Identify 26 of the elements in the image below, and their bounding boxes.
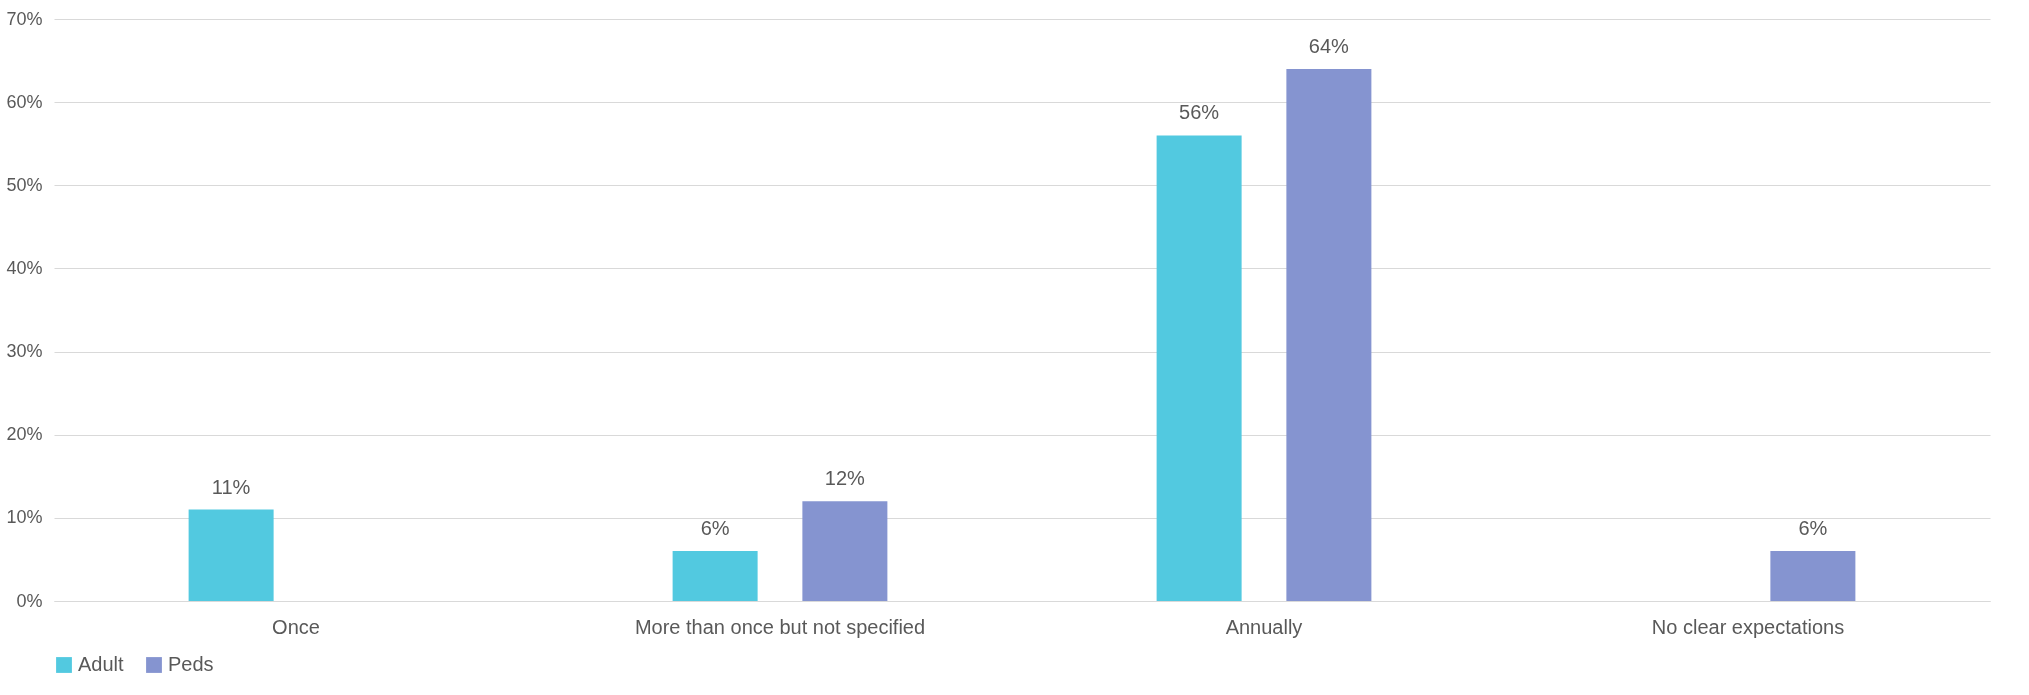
data-label: 11%	[211, 475, 251, 498]
data-label: 12%	[824, 467, 866, 490]
bar	[802, 501, 888, 601]
bar	[1286, 68, 1372, 601]
y-tick-label: 50%	[6, 174, 43, 195]
y-tick-label: 0%	[16, 590, 43, 611]
data-label: 64%	[1308, 34, 1350, 57]
data-label: 6%	[1798, 517, 1828, 540]
y-tick-label: 70%	[6, 8, 43, 29]
x-tick-label: Once	[272, 615, 320, 638]
y-tick-label: 10%	[6, 507, 43, 528]
y-tick-label: 20%	[6, 424, 43, 445]
y-tick-label: 60%	[6, 91, 43, 112]
bar	[188, 509, 274, 601]
x-tick-label: Annually	[1225, 615, 1303, 638]
legend-label: Adult	[78, 653, 125, 675]
bar	[672, 551, 758, 601]
x-tick-label: More than once but not specified	[634, 615, 926, 638]
x-tick-label: No clear expectations	[1651, 615, 1845, 638]
y-tick-label: 40%	[6, 257, 43, 278]
bar	[1156, 135, 1242, 601]
data-label: 56%	[1179, 101, 1220, 124]
legend-label: Peds	[168, 653, 214, 675]
data-label: 6%	[700, 517, 730, 540]
bar	[1770, 551, 1856, 601]
y-tick-label: 30%	[6, 341, 43, 362]
